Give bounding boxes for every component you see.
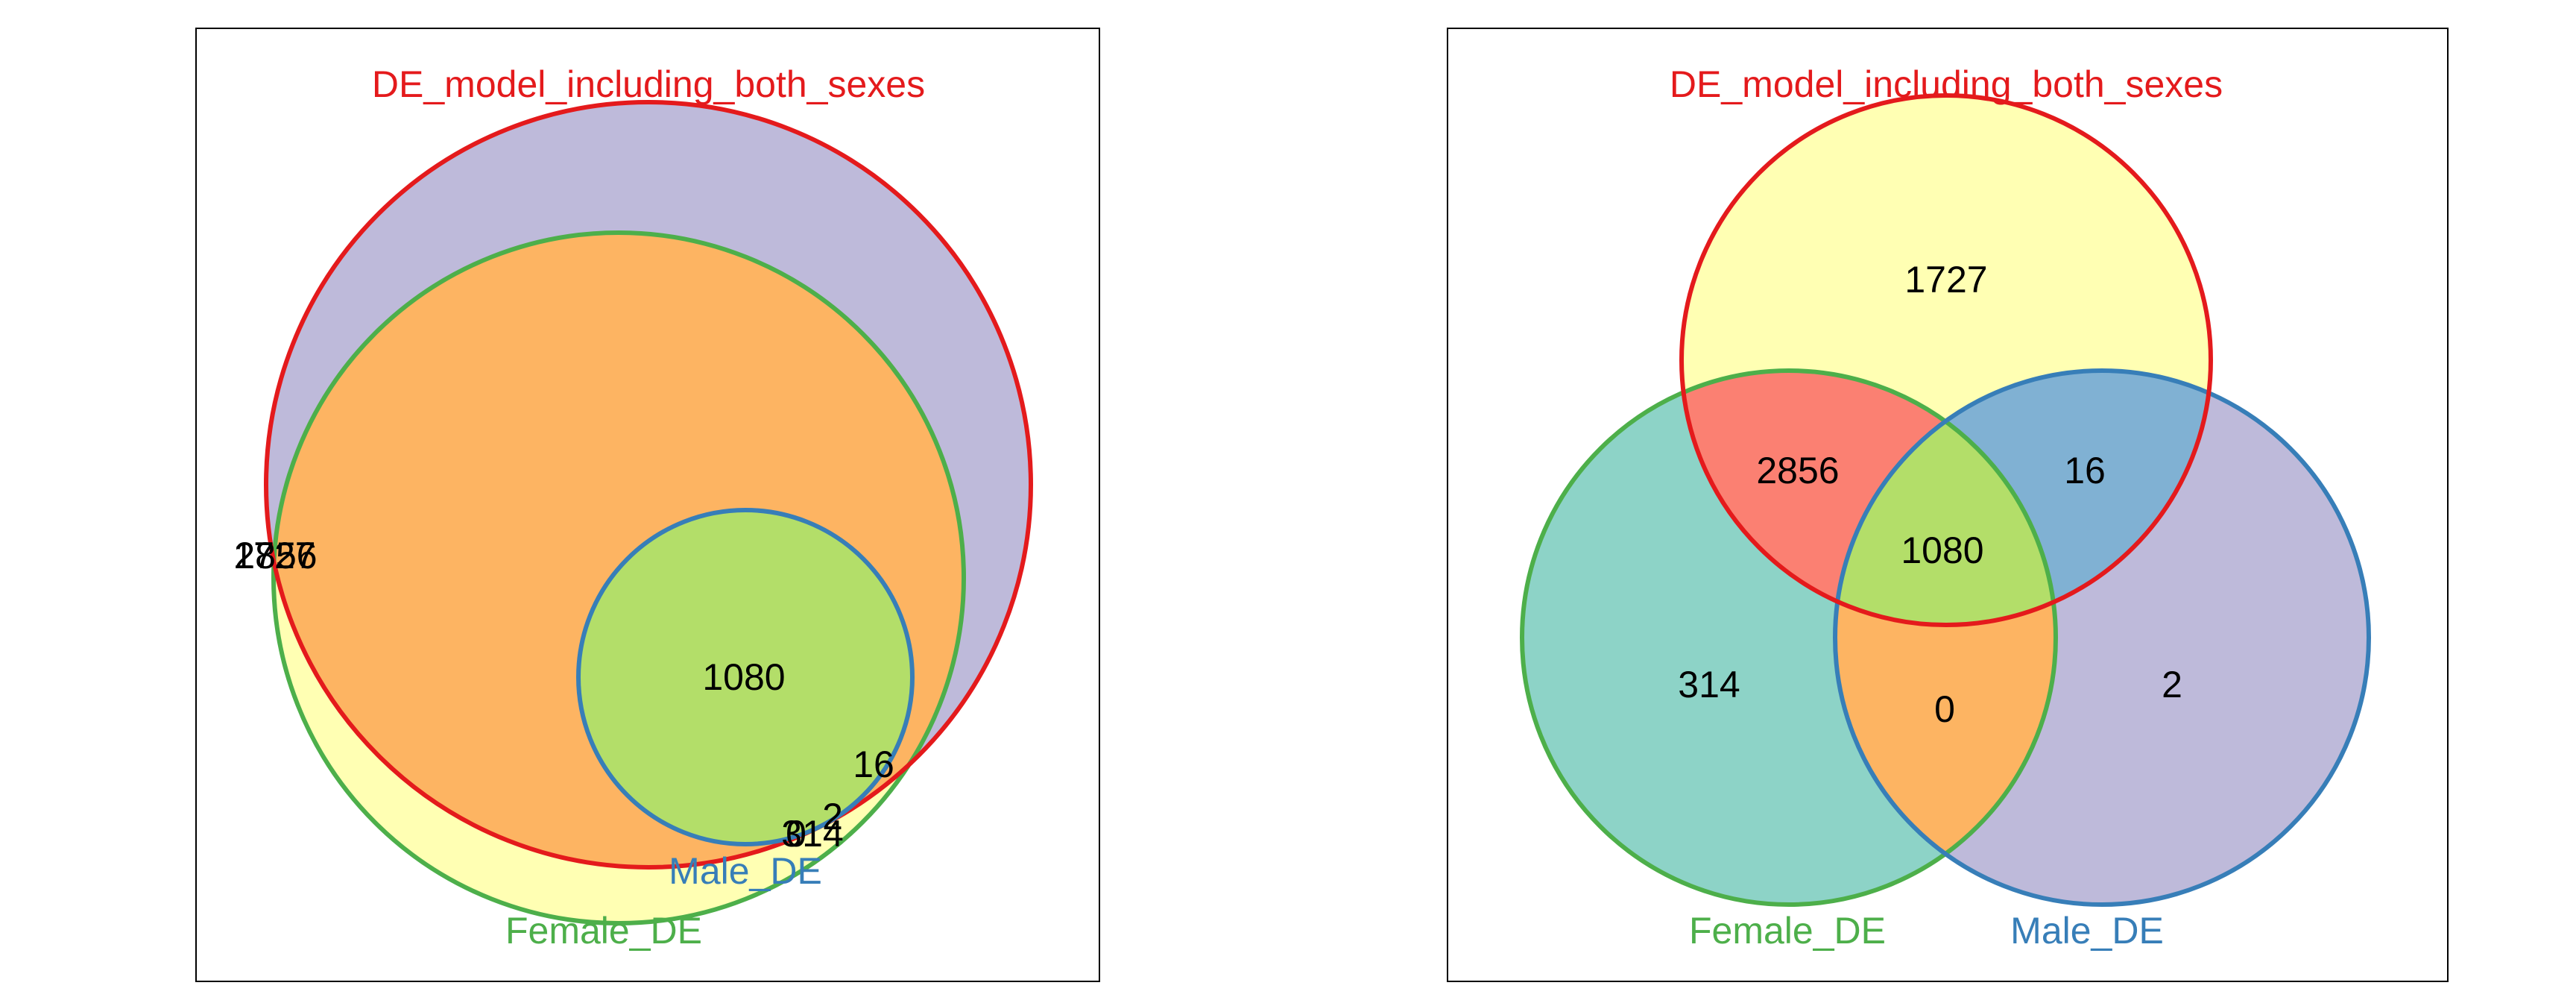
left-count-model-female: 2856	[234, 535, 317, 576]
right-venn-panel: DE_model_including_both_sexes Female_DE …	[1447, 28, 2449, 982]
left-circle-model	[264, 100, 1033, 870]
left-count-model-only: 1727	[233, 535, 315, 576]
right-region-all-three	[1835, 371, 2056, 625]
left-count-all-three: 1080	[702, 656, 785, 698]
left-label-model: DE_model_including_both_sexes	[372, 63, 925, 105]
left-venn-panel: DE_model_including_both_sexes Male_DE Fe…	[195, 28, 1100, 982]
right-region-model-male	[1835, 371, 2211, 625]
left-circle-female	[271, 230, 966, 925]
left-count-female-only: 314	[781, 813, 843, 855]
left-count-model-male: 16	[853, 744, 894, 785]
right-label-female: Female_DE	[1689, 910, 1886, 952]
left-count-male-only: 2	[822, 796, 843, 837]
right-label-male: Male_DE	[2010, 910, 2164, 952]
right-circle-male	[1833, 368, 2371, 907]
right-count-female-only: 314	[1678, 664, 1740, 705]
right-count-male-only: 2	[2162, 664, 2182, 705]
right-circle-model	[1679, 93, 2213, 627]
right-count-female-male: 0	[1934, 688, 1955, 730]
right-count-model-female: 2856	[1756, 450, 1839, 491]
left-label-male: Male_DE	[669, 850, 822, 892]
right-region-model-female	[1682, 371, 2056, 625]
right-label-model: DE_model_including_both_sexes	[1670, 63, 2223, 105]
left-count-female-male: 0	[786, 813, 806, 855]
left-panel-frame	[195, 28, 1100, 982]
left-region-all-three	[578, 510, 912, 844]
right-count-model-male: 16	[2064, 450, 2106, 491]
right-count-model-only: 1727	[1904, 259, 1987, 301]
left-circle-male	[576, 508, 915, 846]
right-panel-frame	[1447, 28, 2449, 982]
right-circle-female	[1520, 368, 2058, 907]
right-count-all-three: 1080	[1901, 529, 1983, 571]
left-label-female: Female_DE	[505, 910, 702, 952]
